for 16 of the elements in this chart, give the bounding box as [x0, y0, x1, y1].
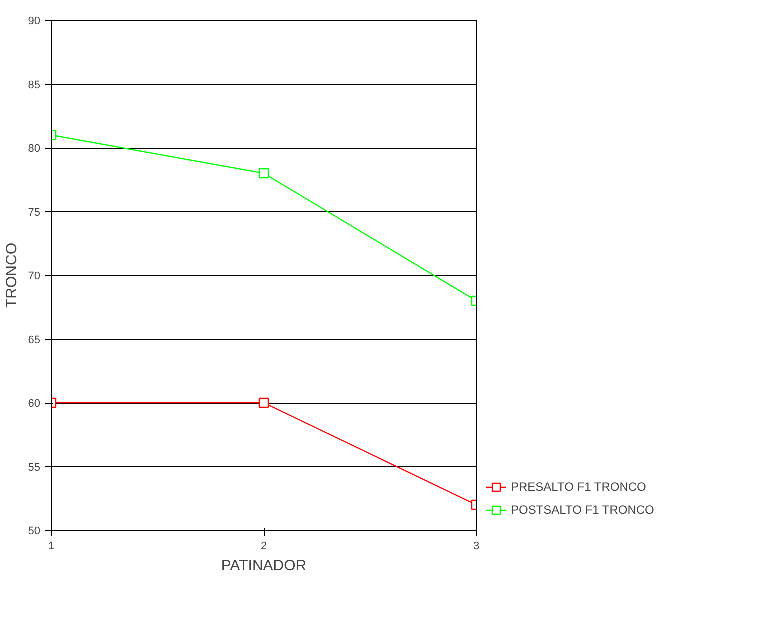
x-tick-label: 2: [260, 540, 268, 552]
y-tick-label: 70: [28, 270, 41, 282]
y-tick-label: 85: [28, 79, 41, 92]
y-tick-label: 65: [28, 334, 41, 346]
y-tick-label: 60: [28, 398, 41, 410]
y-tick-label: 90: [28, 16, 41, 28]
y-tick-label: 50: [28, 526, 41, 538]
y-tick-label: 80: [28, 143, 41, 155]
x-tick-label: 3: [473, 540, 480, 552]
y-tick-label: 55: [28, 462, 41, 474]
y-tick-label: 75: [28, 206, 41, 219]
legend-label: POSTSALTO F1 TRONCO: [511, 503, 654, 517]
y-axis-title: TRONCO: [3, 243, 20, 308]
x-axis-title: PATINADOR: [221, 558, 307, 574]
legend-label: PRESALTO F1 TRONCO: [511, 480, 646, 494]
x-tick-label: 1: [48, 540, 55, 552]
